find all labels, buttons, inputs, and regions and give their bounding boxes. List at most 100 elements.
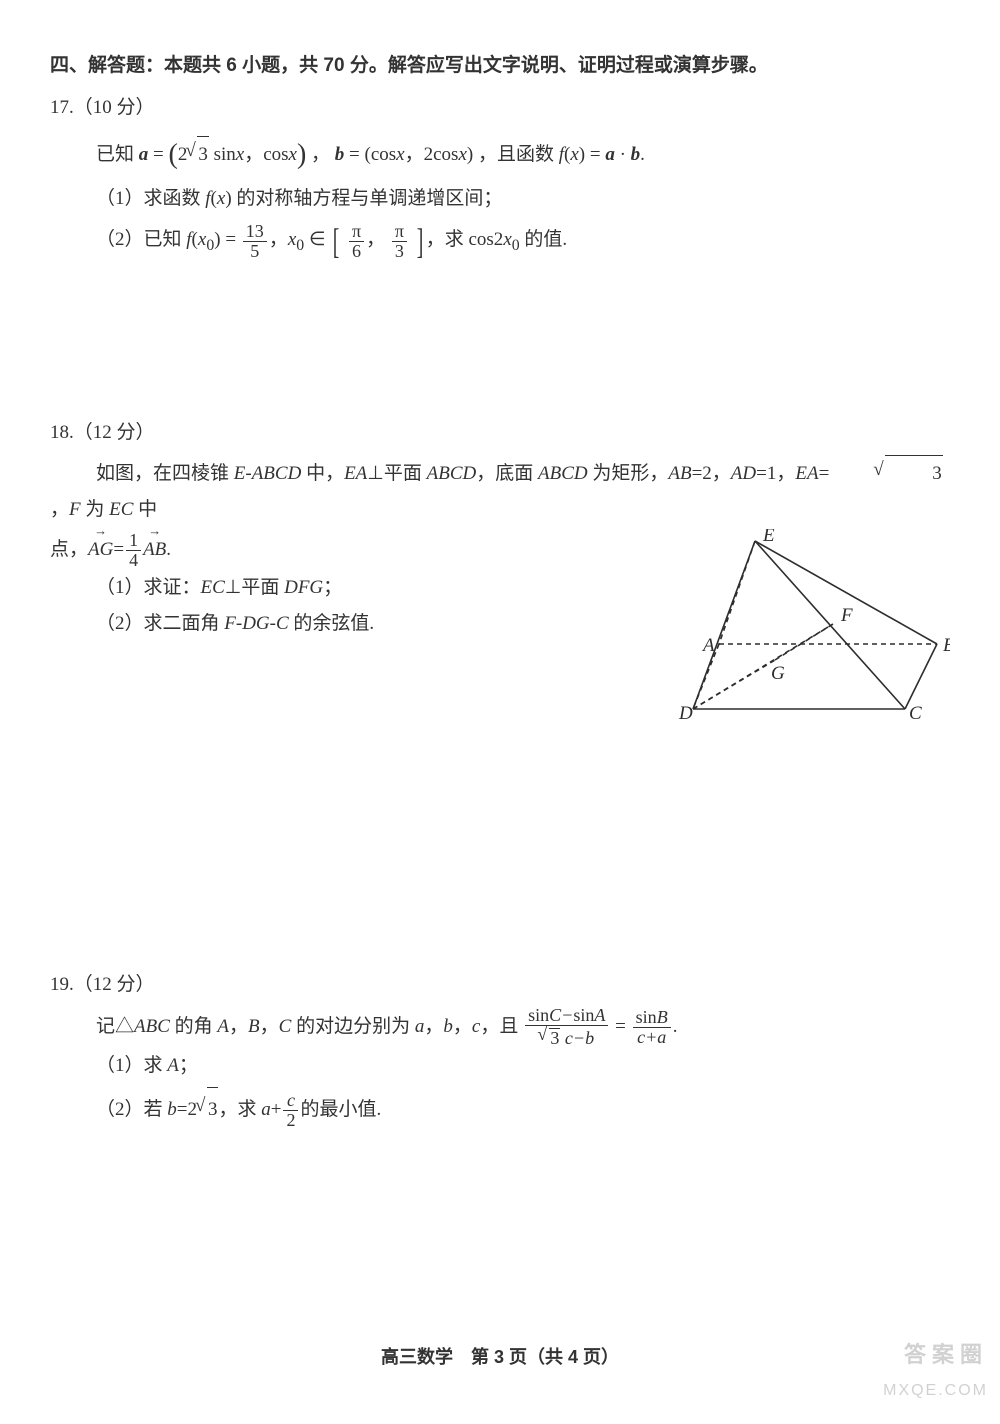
frac-right: sinB c+a [633, 1008, 671, 1047]
t: ABCD [427, 463, 477, 484]
frac-pi-3: π3 [392, 222, 407, 261]
radicand: 3 [885, 455, 943, 492]
t: ) [579, 144, 585, 165]
rad: 3 [549, 1028, 560, 1048]
svg-text:C: C [909, 703, 922, 724]
t: = [615, 1016, 626, 1037]
t: . [166, 539, 171, 560]
num: 1 [126, 531, 141, 551]
q18-diagram: EABCDGF [675, 529, 950, 737]
t: + [271, 1099, 282, 1120]
frac-c-2: c2 [283, 1091, 298, 1130]
sub: 0 [296, 237, 304, 254]
t: ， [269, 229, 288, 250]
q18-line1: 如图，在四棱锥 E-ABCD 中，EA⊥平面 ABCD，底面 ABCD 为矩形，… [50, 453, 950, 528]
t: （1）求函数 [96, 188, 205, 209]
t: ， [453, 1016, 472, 1037]
q19-given: 记△ABC 的角 A，B，C 的对边分别为 a，b，c，且 sinC−sinA … [96, 1005, 950, 1049]
t: . [640, 144, 645, 165]
q19-number: 19.（12 分） [50, 967, 950, 1003]
radicand: 3 [207, 1087, 219, 1132]
num: sinC−sinA [525, 1006, 608, 1026]
rbrack: ] [416, 225, 423, 257]
t: 的值. [520, 229, 568, 250]
den: 4 [126, 551, 141, 570]
t: ； [179, 1055, 198, 1076]
t: c−b [560, 1028, 594, 1048]
t: EA [795, 463, 818, 484]
t: B [248, 1016, 260, 1037]
t: 的对称轴方程与单调递增区间； [232, 188, 503, 209]
t: F-DG-C [224, 613, 288, 634]
q18-text-col: 点，AG=14AB. （1）求证：EC⊥平面 DFG； （2）求二面角 F-DG… [50, 529, 657, 643]
t: = [153, 144, 168, 165]
t: ，求 [218, 1099, 261, 1120]
t: ，cos [244, 144, 288, 165]
t: 记△ [96, 1016, 134, 1037]
section-4-header: 四、解答题：本题共 6 小题，共 70 分。解答应写出文字说明、证明过程或演算步… [50, 48, 950, 84]
lbrack: [ [333, 225, 340, 257]
t: . [673, 1016, 678, 1037]
t: 为矩形， [588, 463, 669, 484]
t: AD [731, 463, 756, 484]
t: a [261, 1099, 271, 1120]
x: x [396, 144, 404, 165]
t: C [279, 1016, 292, 1037]
t: EA [344, 463, 367, 484]
svg-text:G: G [771, 663, 785, 684]
t: b [443, 1016, 453, 1037]
q18-line2: 点，AG=14AB. [50, 529, 657, 571]
t: = [221, 229, 241, 250]
q18-row: 点，AG=14AB. （1）求证：EC⊥平面 DFG； （2）求二面角 F-DG… [50, 529, 950, 737]
den: 2 [283, 1111, 298, 1130]
t: ，求 cos2 [426, 229, 504, 250]
t: 的对边分别为 [291, 1016, 415, 1037]
svg-text:F: F [840, 605, 853, 626]
t: ，且 [480, 1016, 518, 1037]
page-content: 四、解答题：本题共 6 小题，共 70 分。解答应写出文字说明、证明过程或演算步… [0, 0, 1000, 1131]
t: 已知 [96, 144, 139, 165]
t: · [615, 144, 631, 165]
t: sin [209, 144, 236, 165]
sqrt3: 3 [829, 453, 943, 492]
t: 点， [50, 539, 88, 560]
t: 中， [301, 463, 344, 484]
t: （2）求二面角 [96, 613, 224, 634]
t: b [167, 1099, 177, 1120]
radicand: 3 [197, 136, 209, 173]
t: （1）求证： [96, 577, 201, 598]
t: AB [668, 463, 691, 484]
t: ， [311, 144, 330, 165]
vec-a: a [139, 144, 149, 165]
sqrt3: 3 [197, 1085, 219, 1132]
x: x [288, 229, 296, 250]
t: ， [260, 1016, 279, 1037]
frac-1-4: 14 [126, 531, 141, 570]
frac-pi-6: π6 [349, 222, 364, 261]
t: =2 [177, 1099, 197, 1120]
sub: 0 [512, 237, 520, 254]
t: = [590, 144, 605, 165]
vec-b: b [335, 144, 345, 165]
den: c+a [633, 1028, 671, 1047]
t: = [113, 539, 124, 560]
q19-part2: （2）若 b=23，求 a+c2的最小值. [96, 1085, 950, 1132]
q19-part1: （1）求 A； [96, 1048, 950, 1084]
frac-left: sinC−sinA 3 c−b [525, 1006, 608, 1048]
t: =1， [756, 463, 795, 484]
q17-number: 17.（10 分） [50, 90, 950, 126]
q18-part2: （2）求二面角 F-DG-C 的余弦值. [50, 606, 657, 642]
page-footer: 高三数学 第 3 页（共 4 页） [0, 1340, 1000, 1374]
svg-text:E: E [762, 529, 775, 546]
t: ⊥平面 [225, 577, 284, 598]
t: ； [323, 577, 342, 598]
b: b [631, 144, 641, 165]
pyramid-diagram-svg: EABCDGF [675, 529, 950, 724]
t: ，2cos [405, 144, 459, 165]
t: （2）若 [96, 1099, 167, 1120]
frac-13-5: 135 [243, 222, 267, 261]
t: A [217, 1016, 229, 1037]
t: （1）求 [96, 1055, 167, 1076]
den: 3 c−b [525, 1026, 608, 1048]
q18-number: 18.（12 分） [50, 415, 950, 451]
